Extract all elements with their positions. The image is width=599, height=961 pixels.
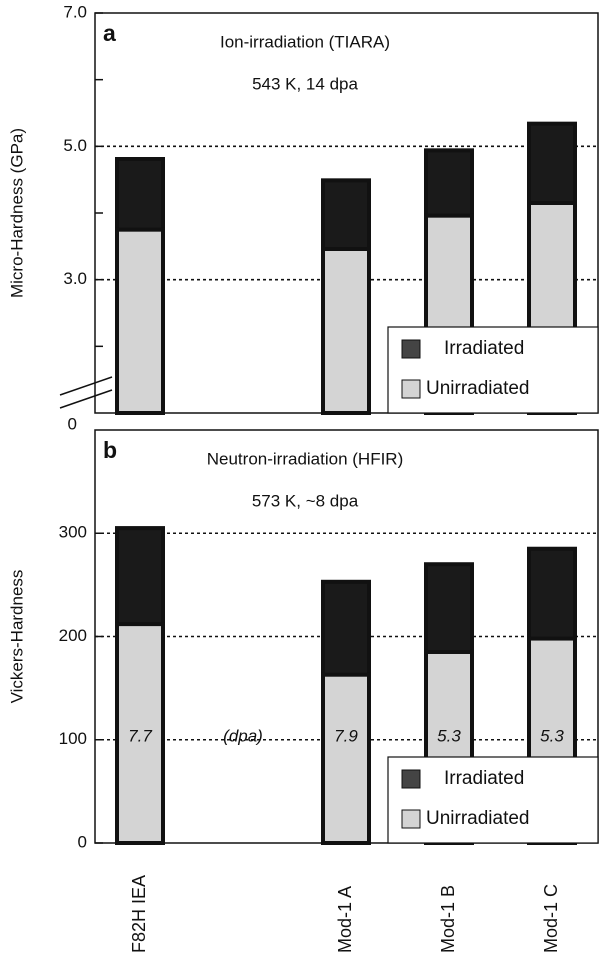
y-tick-label: 3.0	[63, 269, 87, 288]
x-tick-label: Mod-1 B	[438, 885, 458, 953]
legend-swatch	[401, 769, 421, 789]
dpa-label: (dpa)	[223, 726, 263, 745]
chart-title: Neutron-irradiation (HFIR)	[207, 449, 404, 468]
axis-break-label: 0	[68, 414, 77, 433]
axis-break	[59, 389, 113, 409]
y-tick-label: 100	[59, 729, 87, 748]
bar	[115, 227, 165, 415]
y-tick-label: 0	[78, 832, 87, 851]
x-tick-label: Mod-1 C	[541, 884, 561, 953]
axis-break	[59, 376, 113, 396]
legend-label: Irradiated	[444, 768, 524, 789]
bar	[321, 247, 371, 415]
dpa-label: 5.3	[540, 726, 564, 745]
bar	[321, 672, 371, 846]
chart-subtitle: 543 K, 14 dpa	[252, 74, 358, 93]
bar	[115, 622, 165, 845]
dpa-label: 5.3	[437, 726, 461, 745]
legend-box	[387, 326, 599, 414]
y-tick-label: 7.0	[63, 2, 87, 21]
panel-label: b	[103, 437, 117, 463]
dpa-label: 7.9	[334, 726, 358, 745]
legend-label: Irradiated	[444, 338, 524, 359]
legend-label: Unirradiated	[426, 378, 530, 399]
y-tick-label: 5.0	[63, 136, 87, 155]
dpa-label: 7.7	[128, 726, 152, 745]
panel-label: a	[103, 20, 116, 46]
legend-swatch	[401, 809, 421, 829]
legend-label: Unirradiated	[426, 808, 530, 829]
y-tick-label: 200	[59, 626, 87, 645]
x-tick-label: F82H IEA	[129, 875, 149, 953]
chart-title: Ion-irradiation (TIARA)	[220, 32, 390, 51]
y-axis-label: Micro-Hardness (GPa)	[7, 128, 26, 298]
y-axis-label: Vickers-Hardness	[7, 570, 26, 704]
chart-subtitle: 573 K, ~8 dpa	[252, 491, 359, 510]
y-tick-label: 300	[59, 523, 87, 542]
legend-box	[387, 756, 599, 844]
legend-swatch	[401, 339, 421, 359]
legend-swatch	[401, 379, 421, 399]
x-tick-label: Mod-1 A	[335, 886, 355, 953]
